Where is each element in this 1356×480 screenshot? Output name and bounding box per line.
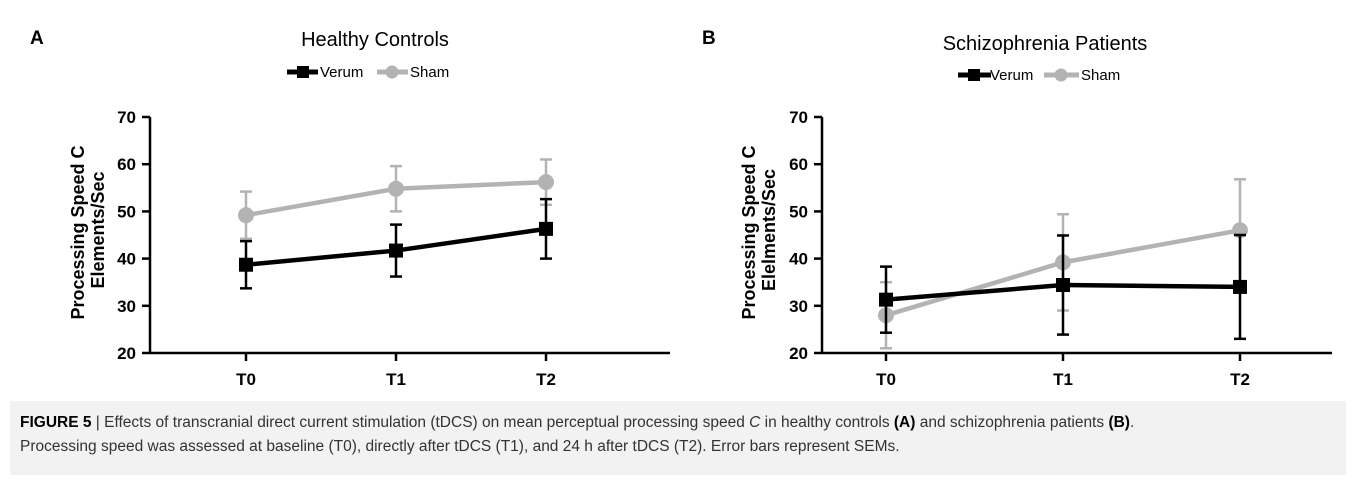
chart-panel-b: B Schizophrenia Patients Verum Sham 20 30…: [702, 28, 1332, 389]
y-tick-label: 40: [117, 250, 136, 269]
caption-text-3: and schizophrenia patients: [915, 414, 1109, 431]
y-tick-label: 30: [117, 297, 136, 316]
legend-circle-marker: [1054, 68, 1068, 82]
figure-caption: FIGURE 5 | Effects of transcranial direc…: [10, 401, 1346, 475]
x-tick-label: T1: [386, 370, 406, 389]
data-point-square: [539, 221, 553, 236]
panel-b-ylabel-line2: Elelments/Sec: [759, 169, 779, 291]
caption-variable: C: [749, 414, 761, 431]
y-tick-label: 30: [789, 297, 808, 316]
x-tick-label: T2: [1230, 370, 1250, 389]
legend-circle-marker: [385, 65, 399, 79]
panel-b-ylabel: Processing Speed C Elelments/Sec: [739, 140, 779, 319]
y-tick-label: 60: [117, 155, 136, 174]
y-tick-label: 70: [789, 108, 808, 127]
caption-figure-label: FIGURE 5: [20, 414, 92, 431]
legend-label-verum: Verum: [320, 64, 363, 81]
y-tick-label: 50: [117, 202, 136, 221]
y-tick-label: 70: [117, 108, 136, 127]
data-point-square: [879, 292, 893, 307]
chart-panel-a: A Healthy Controls Verum Sham 20 30 40 50 60…: [30, 28, 670, 389]
panel-b-legend: Verum Sham: [958, 67, 1120, 84]
caption-text-2: in healthy controls: [760, 414, 894, 431]
panel-a-ylabel: Processing Speed C Elements/Sec: [68, 140, 108, 319]
series-verum: [239, 197, 553, 290]
legend-square-marker: [297, 66, 309, 78]
x-tick-label: T2: [536, 370, 556, 389]
series-sham: [238, 158, 554, 241]
panel-a-ylabel-line2: Elements/Sec: [88, 171, 108, 288]
panel-b-axes: 20 30 40 50 60 70 T0 T1 T2: [789, 108, 1332, 389]
legend-square-marker: [968, 69, 980, 81]
data-point-square: [239, 257, 253, 272]
data-point-circle: [238, 207, 254, 224]
y-tick-label: 50: [789, 202, 808, 221]
panel-b-ylabel-line1: Processing Speed C: [739, 145, 759, 319]
x-tick-label: T1: [1053, 370, 1073, 389]
y-tick-label: 40: [789, 250, 808, 269]
caption-text-4: .: [1129, 414, 1135, 431]
x-tick-label: T0: [876, 370, 896, 389]
legend-label-sham: Sham: [410, 64, 449, 81]
data-point-square: [389, 243, 403, 258]
panel-a-axes: 20 30 40 50 60 70 T0 T1 T2: [117, 108, 670, 389]
y-tick-label: 60: [789, 155, 808, 174]
panel-a-label: A: [30, 28, 44, 49]
panel-b-label: B: [702, 28, 716, 49]
legend-label-sham: Sham: [1081, 67, 1120, 84]
legend-label-verum: Verum: [990, 67, 1033, 84]
panel-a-title: Healthy Controls: [301, 29, 449, 51]
caption-separator: |: [91, 414, 105, 431]
panel-a-legend: Verum Sham: [287, 64, 449, 81]
data-point-square: [1233, 279, 1247, 294]
caption-ref-b: (B): [1108, 414, 1130, 431]
figure: A Healthy Controls Verum Sham 20 30 40 50 60…: [30, 28, 1332, 389]
y-tick-label: 20: [789, 344, 808, 363]
panel-b-title: Schizophrenia Patients: [943, 33, 1148, 55]
series-verum: [879, 233, 1247, 341]
panel-a-ylabel-line1: Processing Speed C: [68, 145, 88, 319]
x-tick-label: T0: [236, 370, 256, 389]
data-point-circle: [538, 174, 554, 191]
caption-text-1: Effects of transcranial direct current s…: [104, 414, 750, 431]
data-point-circle: [388, 180, 404, 197]
y-tick-label: 20: [117, 344, 136, 363]
caption-ref-a: (A): [893, 414, 916, 431]
caption-line-1: FIGURE 5 | Effects of transcranial direc…: [20, 411, 1336, 435]
caption-line-2: Processing speed was assessed at baselin…: [20, 438, 900, 455]
data-point-square: [1056, 278, 1070, 293]
